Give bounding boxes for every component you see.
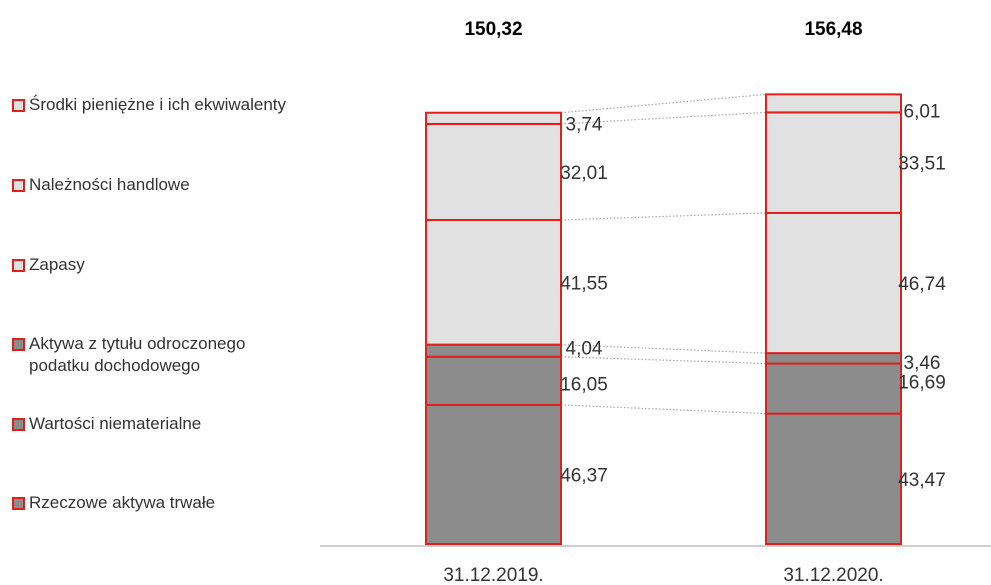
bar-segment xyxy=(765,211,902,355)
bar-segment xyxy=(765,111,902,214)
bar-segment xyxy=(425,111,562,125)
data-label: 46,74 xyxy=(898,274,946,295)
bar-segment xyxy=(425,343,562,358)
data-label: 43,47 xyxy=(898,470,946,491)
connector-lines xyxy=(560,93,767,415)
value-labels: 46,37 16,05 4,04 41,55 32,01 3,74 43,47 16,693,… xyxy=(560,101,946,490)
data-label: 46,37 xyxy=(560,465,608,486)
bar-segment xyxy=(765,362,902,415)
legend-label: Zapasy xyxy=(29,255,85,274)
legend-label: Aktywa z tytułu odroczonego podatku doch… xyxy=(29,334,246,375)
legend-label: Rzeczowe aktywa trwałe xyxy=(29,493,216,512)
data-label: 33,51 xyxy=(898,154,946,175)
bars xyxy=(425,93,902,546)
data-label: 16,69 xyxy=(898,373,946,394)
legend-item: Rzeczowe aktywa trwałe xyxy=(12,492,215,514)
total-label: 156,48 xyxy=(804,19,862,40)
bar-segment xyxy=(765,412,902,545)
legend-swatch xyxy=(12,497,25,510)
x-tick-label: 31.12.2020. xyxy=(783,565,883,585)
legend-item: Środki pieniężne i ich ekwiwalenty xyxy=(12,94,286,116)
bar-segment xyxy=(425,122,562,221)
data-label: 3,46 xyxy=(904,353,941,374)
x-axis-labels: 31.12.2019. 31.12.2020. xyxy=(443,565,883,585)
bar-segment xyxy=(765,352,902,365)
total-label: 150,32 xyxy=(464,19,522,40)
connector-line xyxy=(560,212,767,221)
legend-swatch xyxy=(12,179,25,192)
legend-swatch xyxy=(12,418,25,431)
legend-item: Wartości niematerialne xyxy=(12,413,201,435)
total-labels: 150,32 156,48 xyxy=(464,19,862,40)
data-label: 6,01 xyxy=(904,101,941,122)
x-tick-label: 31.12.2019. xyxy=(443,565,543,585)
data-label: 32,01 xyxy=(560,163,608,184)
data-label: 16,05 xyxy=(560,375,608,396)
bar-segment xyxy=(425,403,562,546)
legend-swatch xyxy=(12,99,25,112)
legend-item: Zapasy xyxy=(12,254,85,276)
data-label: 4,04 xyxy=(566,339,603,360)
data-label: 41,55 xyxy=(560,273,608,294)
legend-label: Należności handlowe xyxy=(29,175,190,194)
connector-line xyxy=(560,404,767,415)
connector-line xyxy=(560,344,767,354)
connector-line xyxy=(560,356,767,365)
legend-label: Wartości niematerialne xyxy=(29,414,202,433)
legend-label: Środki pieniężne i ich ekwiwalenty xyxy=(29,95,287,114)
legend-swatch xyxy=(12,338,25,351)
bar-segment xyxy=(425,218,562,346)
connector-line xyxy=(560,93,767,114)
bar-segment xyxy=(425,355,562,406)
bar-segment xyxy=(765,93,902,114)
legend-item: Aktywa z tytułu odroczonego podatku doch… xyxy=(12,333,245,377)
data-label: 3,74 xyxy=(566,115,603,136)
legend-swatch xyxy=(12,259,25,272)
legend-item: Należności handlowe xyxy=(12,174,190,196)
connector-line xyxy=(560,111,767,125)
